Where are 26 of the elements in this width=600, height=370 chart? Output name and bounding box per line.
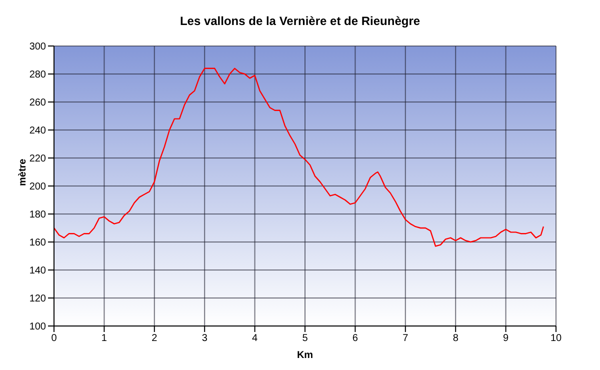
y-tick-label: 160 <box>29 238 46 249</box>
x-tick-label: 8 <box>452 333 459 344</box>
x-tick-label: 1 <box>101 333 108 344</box>
y-tick-label: 280 <box>29 70 46 81</box>
x-tick-label: 7 <box>402 333 409 344</box>
y-tick-label: 300 <box>29 42 46 53</box>
x-tick-label: 2 <box>152 333 158 344</box>
y-tick-label: 100 <box>29 322 46 333</box>
y-tick-label: 200 <box>29 182 46 193</box>
y-tick-label: 140 <box>29 266 46 277</box>
x-tick-label: 10 <box>550 333 562 344</box>
x-tick-label: 5 <box>302 333 308 344</box>
y-tick-label: 240 <box>29 126 46 137</box>
y-tick-label: 260 <box>29 98 46 109</box>
y-tick-label: 220 <box>29 154 46 165</box>
x-tick-label: 0 <box>51 333 58 344</box>
x-tick-label: 6 <box>352 333 358 344</box>
x-tick-label: 9 <box>503 333 510 344</box>
y-tick-label: 120 <box>29 294 46 305</box>
y-axis-title: mètre <box>18 158 29 186</box>
x-tick-label: 3 <box>202 333 208 344</box>
x-tick-label: 4 <box>252 333 258 344</box>
line-series <box>54 68 544 247</box>
chart-title: Les vallons de la Vernière et de Rieunègre <box>178 14 422 28</box>
x-axis-title: Km <box>296 350 314 361</box>
y-tick-label: 180 <box>29 210 46 221</box>
